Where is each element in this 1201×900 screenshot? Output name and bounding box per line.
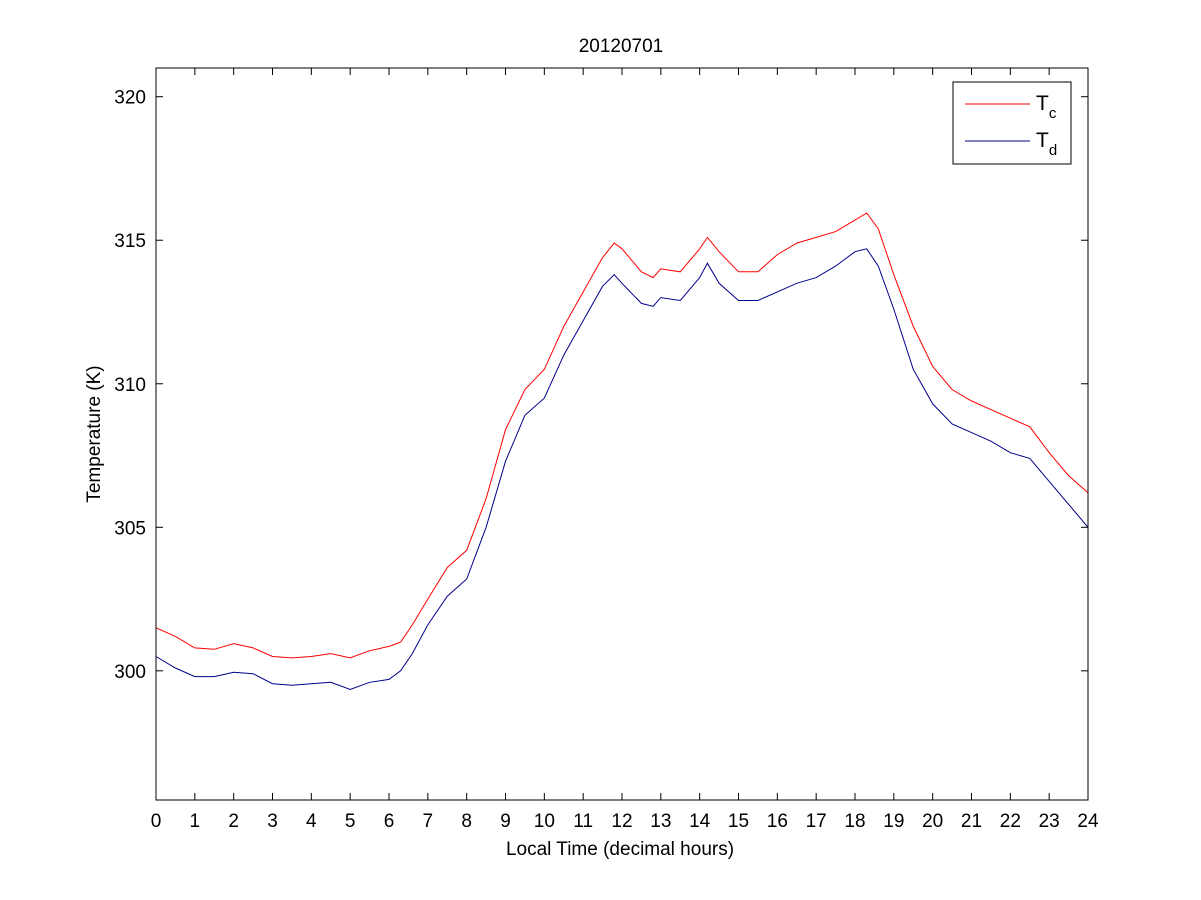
x-tick-label: 8 — [461, 811, 472, 832]
x-tick-label: 3 — [267, 811, 278, 832]
legend-label-td: Td — [1036, 129, 1057, 159]
x-tick-label: 23 — [1039, 811, 1060, 832]
x-tick-label: 0 — [151, 811, 162, 832]
legend: Tc Td — [952, 81, 1072, 165]
x-tick-label: 9 — [500, 811, 511, 832]
legend-label-tc: Tc — [1036, 92, 1057, 122]
x-tick-label: 20 — [922, 811, 943, 832]
y-axis-title: Temperature (K) — [84, 365, 105, 502]
x-tick-label: 2 — [228, 811, 239, 832]
x-tick-label: 14 — [689, 811, 711, 832]
x-tick-label: 17 — [806, 811, 827, 832]
x-axis-title: Local Time (decimal hours) — [506, 839, 734, 860]
y-tick-label: 315 — [114, 231, 146, 252]
x-tick-label: 7 — [423, 811, 434, 832]
series-line-td — [155, 248, 1089, 691]
plot-area-frame — [155, 67, 1089, 801]
x-tick-label: 16 — [767, 811, 788, 832]
y-tick-label: 310 — [114, 375, 146, 396]
legend-box — [952, 81, 1072, 165]
x-tick-label: 13 — [650, 811, 671, 832]
y-tick-label: 300 — [114, 662, 146, 683]
x-tick-label: 15 — [728, 811, 749, 832]
y-axis-ticks: 300 305 310 315 320 — [114, 88, 1088, 683]
y-tick-label: 305 — [114, 518, 146, 539]
x-tick-label: 19 — [883, 811, 904, 832]
x-tick-label: 10 — [534, 811, 555, 832]
x-tick-label: 11 — [573, 811, 593, 832]
x-tick-label: 6 — [384, 811, 395, 832]
x-tick-label: 22 — [1000, 811, 1021, 832]
x-tick-label: 18 — [844, 811, 865, 832]
y-tick-label: 320 — [114, 88, 146, 109]
x-tick-label: 12 — [611, 811, 632, 832]
x-tick-label: 4 — [306, 811, 317, 832]
x-axis-ticks: 0 1 2 3 4 5 6 7 8 9 10 11 12 13 14 15 16 17 18 19 20 21 22 23 24 — [151, 68, 1099, 832]
chart-title: 20120701 — [579, 36, 664, 57]
x-tick-label: 24 — [1077, 811, 1099, 832]
x-tick-label: 5 — [345, 811, 356, 832]
x-tick-label: 1 — [190, 811, 201, 832]
series-line-tc — [155, 212, 1089, 659]
x-tick-label: 21 — [961, 811, 982, 832]
series-layer — [155, 212, 1089, 691]
